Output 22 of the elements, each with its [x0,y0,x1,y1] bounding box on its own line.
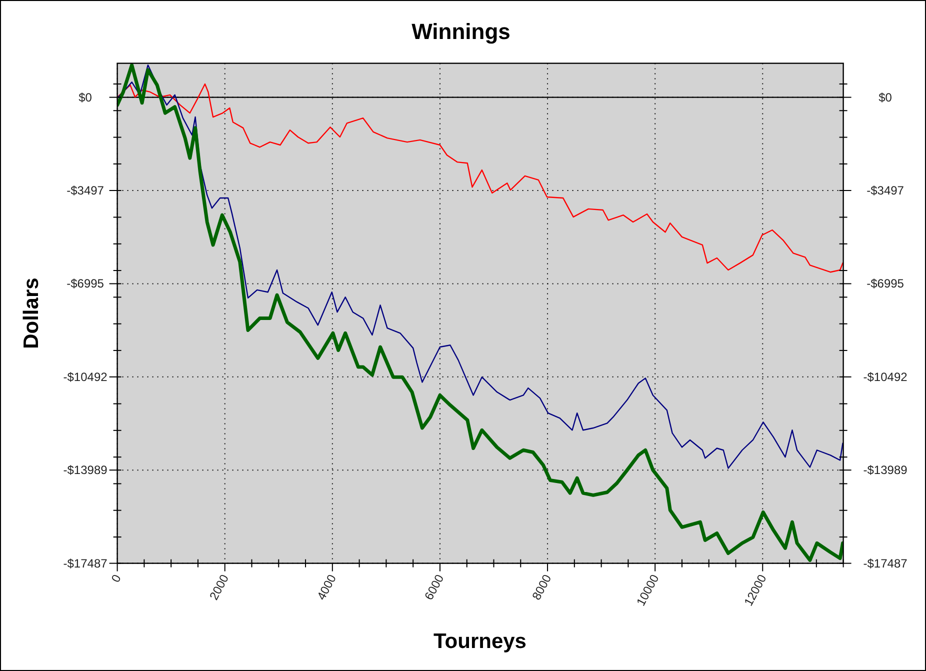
y2-tick-label: $0 [878,90,892,104]
y2-tick-label: -$13989 [863,463,908,478]
chart-title: Winnings [412,19,510,44]
y2-tick-label: -$17487 [863,556,908,570]
line-series [117,64,844,469]
y-tick-label: -$17487 [63,556,108,570]
x-tick-label: 4000 [314,572,340,602]
y-axis-title: Dollars [20,278,43,349]
y-tick-label: $0 [78,90,92,104]
x-axis-title: Tourneys [434,630,526,653]
y2-tick-label: -$3497 [866,183,904,198]
y-tick-label: -$6995 [66,276,104,291]
y-tick-label: -$10492 [63,370,108,384]
y-tick-label: -$3497 [66,183,104,198]
y2-tick-label: -$10492 [863,370,908,384]
x-tick-label: 6000 [422,572,447,602]
y2-tick-label: -$6995 [866,276,904,291]
line-series [117,83,844,273]
y-tick-label: -$13989 [63,463,108,478]
x-tick-label: 8000 [529,572,554,602]
x-tick-label: 0 [108,572,124,585]
x-tick-label: 2000 [206,572,232,602]
